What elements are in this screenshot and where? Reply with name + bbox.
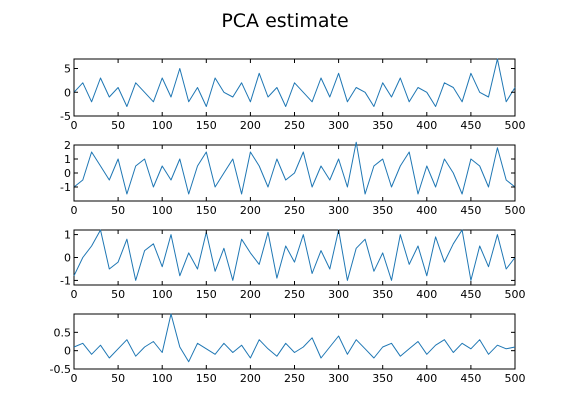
x-tick-label: 200 (240, 119, 261, 132)
x-tick-label: 150 (196, 372, 217, 385)
x-tick-label: 400 (416, 288, 437, 301)
x-tick-label: 400 (416, 119, 437, 132)
y-tick-label: -5 (60, 110, 71, 123)
x-tick-label: 150 (196, 288, 217, 301)
x-tick-label: 500 (505, 204, 526, 217)
series-line (73, 313, 516, 363)
x-tick-label: 250 (284, 372, 305, 385)
x-tick-label: 350 (372, 288, 393, 301)
x-tick-label: 500 (505, 288, 526, 301)
x-tick-label: 50 (111, 204, 125, 217)
x-tick-label: 450 (460, 119, 481, 132)
x-tick-label: 100 (152, 204, 173, 217)
subplot-1: 0 50 100 150 200 250 300 350 400 450 500-505 (60, 58, 526, 132)
plot-frame (73, 58, 516, 117)
x-tick-label: 50 (111, 372, 125, 385)
series-line (73, 229, 516, 281)
y-tick-label: 0.5 (54, 326, 72, 339)
x-tick-label: 500 (505, 372, 526, 385)
x-tick-label: 250 (284, 204, 305, 217)
x-tick-label: 250 (284, 119, 305, 132)
y-tick-label: -1 (60, 181, 71, 194)
x-tick-label: 150 (196, 119, 217, 132)
y-tick-label: 5 (64, 63, 71, 76)
x-tick-label: 150 (196, 204, 217, 217)
x-tick-label: 100 (152, 372, 173, 385)
x-tick-label: 200 (240, 372, 261, 385)
x-tick-label: 400 (416, 372, 437, 385)
x-tick-label: 500 (505, 119, 526, 132)
x-tick-label: 0 (71, 372, 78, 385)
x-tick-label: 200 (240, 204, 261, 217)
subplot-3: 0 50 100 150 200 250 300 350 400 450 500-101 (60, 229, 525, 301)
x-tick-label: 50 (111, 288, 125, 301)
x-tick-label: 0 (71, 288, 78, 301)
series-line (73, 141, 516, 195)
y-tick-label: 0 (64, 86, 71, 99)
x-tick-label: 100 (152, 119, 173, 132)
x-tick-label: 400 (416, 204, 437, 217)
x-tick-label: 300 (328, 119, 349, 132)
y-tick-label: -1 (60, 274, 71, 287)
x-tick-label: 100 (152, 288, 173, 301)
x-tick-label: 350 (372, 119, 393, 132)
y-tick-label: 1 (64, 153, 71, 166)
y-tick-label: 0 (64, 252, 71, 265)
x-tick-label: 0 (71, 204, 78, 217)
x-tick-label: 450 (460, 288, 481, 301)
x-tick-label: 350 (372, 372, 393, 385)
x-tick-label: 450 (460, 372, 481, 385)
x-tick-label: 200 (240, 288, 261, 301)
series-line (73, 58, 516, 107)
x-tick-label: 50 (111, 119, 125, 132)
y-tick-label: 1 (64, 229, 71, 242)
plot-frame (73, 313, 516, 370)
x-tick-label: 350 (372, 204, 393, 217)
x-tick-label: 0 (71, 119, 78, 132)
x-tick-label: 300 (328, 288, 349, 301)
y-tick-label: 2 (64, 139, 71, 152)
y-tick-label: 0 (64, 167, 71, 180)
x-tick-label: 450 (460, 204, 481, 217)
y-tick-label: 0 (64, 345, 71, 358)
subplot-4: 0 50 100 150 200 250 300 350 400 450 500-0.500.5 (50, 313, 526, 385)
plot-frame (73, 229, 516, 286)
chart-title: PCA estimate (221, 10, 348, 32)
x-tick-label: 300 (328, 204, 349, 217)
x-tick-label: 250 (284, 288, 305, 301)
y-tick-label: -0.5 (50, 363, 71, 376)
x-tick-label: 300 (328, 372, 349, 385)
